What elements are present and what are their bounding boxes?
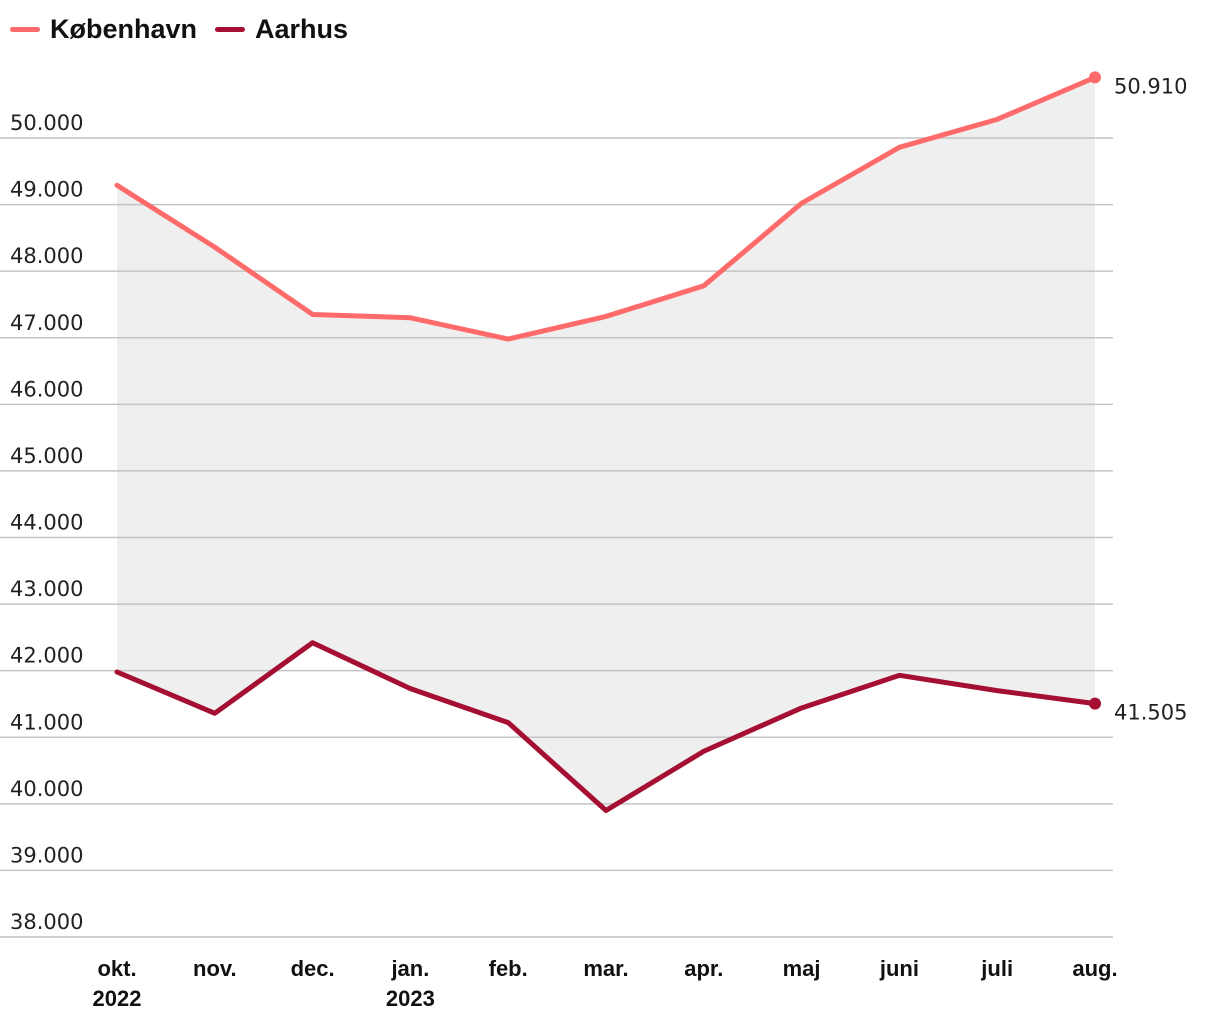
- y-tick-label: 44.000: [10, 511, 83, 535]
- y-tick-label: 41.000: [10, 710, 83, 734]
- y-tick-label: 48.000: [10, 244, 83, 268]
- legend-swatch-kobenhavn: [10, 27, 40, 32]
- legend: København Aarhus: [10, 14, 366, 45]
- series-endpoint-kobenhavn: [1089, 71, 1101, 84]
- legend-item-kobenhavn[interactable]: København: [10, 14, 197, 45]
- x-tick-label: 2023: [386, 986, 435, 1011]
- series-line-kobenhavn: [114, 74, 1098, 342]
- end-value-label-kobenhavn: 50.910: [1114, 74, 1187, 98]
- y-tick-label: 46.000: [10, 377, 83, 401]
- legend-label-kobenhavn: København: [50, 14, 198, 44]
- x-tick-label: mar.: [583, 956, 628, 981]
- x-tick-label: jan.: [390, 956, 429, 981]
- series-line-aarhus: [114, 640, 1098, 813]
- y-tick-label: 45.000: [10, 444, 83, 468]
- legend-item-aarhus[interactable]: Aarhus: [215, 14, 348, 45]
- legend-swatch-aarhus: [215, 27, 246, 32]
- x-tick-label: aug.: [1072, 956, 1117, 981]
- series-endpoint-aarhus: [1089, 697, 1101, 710]
- y-tick-label: 43.000: [10, 577, 83, 601]
- x-tick-label: juni: [879, 956, 919, 981]
- y-tick-label: 39.000: [10, 843, 83, 867]
- y-tick-label: 47.000: [10, 311, 83, 335]
- range-band: [117, 77, 1095, 811]
- legend-label-aarhus: Aarhus: [255, 14, 349, 44]
- x-tick-label: okt.: [97, 956, 136, 981]
- x-tick-label: 2022: [93, 986, 142, 1011]
- x-tick-label: juli: [980, 956, 1013, 981]
- y-tick-label: 50.000: [10, 111, 83, 135]
- y-tick-label: 38.000: [10, 910, 83, 934]
- x-tick-label: maj: [783, 956, 821, 981]
- x-tick-label: nov.: [193, 956, 237, 981]
- end-value-label-aarhus: 41.505: [1114, 701, 1187, 725]
- x-tick-label: feb.: [489, 956, 528, 981]
- y-tick-label: 40.000: [10, 777, 83, 801]
- y-tick-label: 42.000: [10, 644, 83, 668]
- x-tick-label: dec.: [291, 956, 335, 981]
- y-tick-label: 49.000: [10, 178, 83, 202]
- x-tick-label: apr.: [684, 956, 723, 981]
